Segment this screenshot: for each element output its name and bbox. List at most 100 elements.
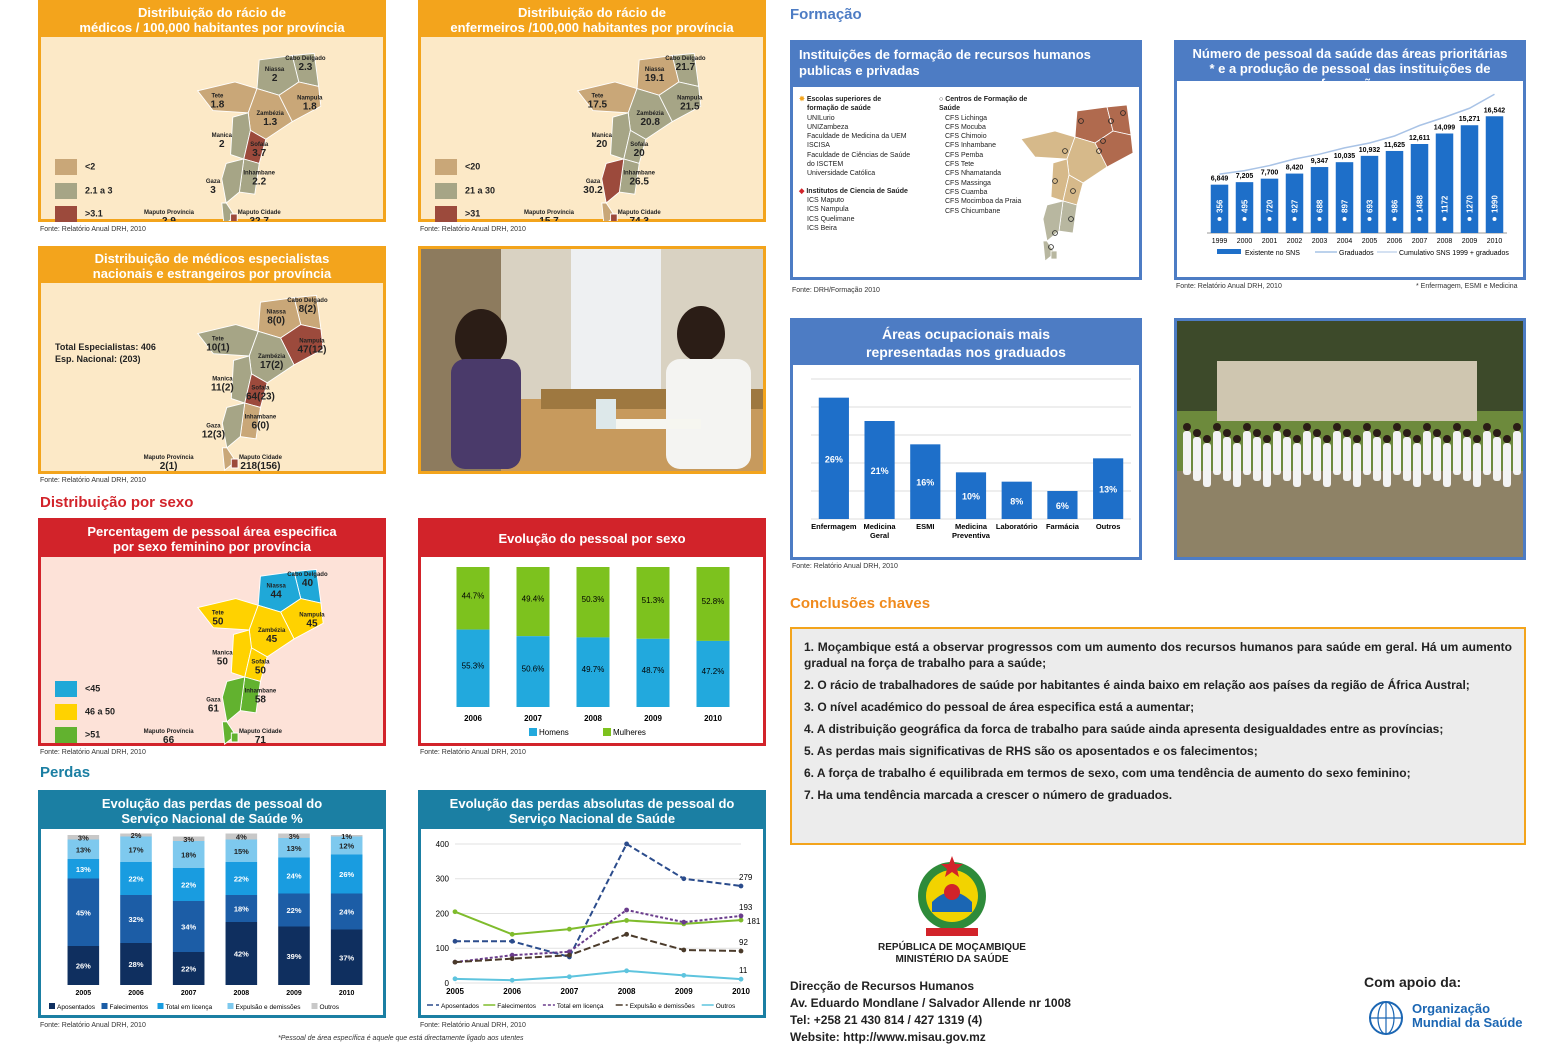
tick-label: 2006 bbox=[1387, 238, 1403, 245]
legend-label: Total em licença bbox=[557, 1003, 604, 1010]
graduates-point bbox=[1392, 217, 1397, 221]
person-head bbox=[1213, 423, 1221, 431]
person-figure bbox=[1213, 431, 1221, 475]
clinic-photo bbox=[418, 246, 766, 474]
data-label: 13% bbox=[76, 865, 91, 874]
data-label: 8% bbox=[1010, 496, 1023, 506]
data-label: 12% bbox=[339, 842, 354, 851]
source-note: Fonte: Relatório Anual DRH, 2010 bbox=[40, 226, 146, 233]
province-value: 3.7 bbox=[252, 148, 266, 159]
person-head bbox=[1423, 423, 1431, 431]
map-especialistas-title: Distribuição de médicos especialistas nac… bbox=[41, 249, 383, 283]
support-label: Com apoio da: bbox=[1364, 974, 1462, 990]
graduates-point bbox=[1492, 217, 1497, 221]
province-name: Gaza bbox=[206, 179, 221, 185]
province-name: Manica bbox=[212, 651, 233, 657]
data-label: 51.3% bbox=[642, 596, 665, 605]
person-head bbox=[1233, 435, 1241, 443]
bar-homens bbox=[696, 640, 730, 707]
data-point bbox=[567, 952, 572, 958]
person-head bbox=[1433, 429, 1441, 437]
person-figure bbox=[1383, 443, 1391, 487]
chart-perdas-absolutas-title: Evolução das perdas absolutas de pessoal… bbox=[421, 793, 763, 829]
legend-label: Outros bbox=[320, 1004, 340, 1011]
tick-label: 2007 bbox=[524, 714, 542, 723]
data-label: 10,035 bbox=[1334, 153, 1356, 160]
graduates-label: 986 bbox=[1391, 199, 1400, 213]
person-head bbox=[1263, 435, 1271, 443]
data-point bbox=[509, 956, 515, 962]
data-point bbox=[452, 909, 458, 915]
data-label: 3% bbox=[78, 833, 89, 842]
bar-mulheres bbox=[576, 567, 610, 638]
province-value: 11(2) bbox=[211, 383, 234, 394]
data-label: 26% bbox=[339, 870, 354, 879]
data-label: 49.4% bbox=[522, 595, 545, 604]
tick-label: 0 bbox=[445, 979, 450, 988]
province-name: Manica bbox=[212, 377, 233, 383]
province-shape bbox=[601, 158, 625, 204]
data-point bbox=[509, 977, 515, 983]
training-centre-marker bbox=[1048, 244, 1054, 250]
data-label: 15,271 bbox=[1459, 116, 1481, 123]
legend-label: Total em licença bbox=[166, 1004, 213, 1011]
data-label: 14,099 bbox=[1434, 125, 1456, 132]
person-head bbox=[1223, 429, 1231, 437]
bar bbox=[1093, 458, 1124, 519]
stack-segment bbox=[225, 833, 258, 840]
data-point bbox=[624, 931, 629, 937]
stack-segment bbox=[120, 833, 152, 837]
province-value: 1.8 bbox=[303, 102, 317, 113]
province-name: Nampula bbox=[297, 96, 323, 102]
map-panel-medicos: Distribuição do rácio de médicos / 100,00… bbox=[38, 0, 386, 227]
province-value: 61 bbox=[208, 704, 220, 715]
data-label: 4% bbox=[236, 833, 247, 842]
map-sexo: Cabo Delgado40Niassa44Nampula45Tete50Zam… bbox=[144, 568, 328, 746]
centro-item: CFS Chicumbane bbox=[945, 207, 1001, 215]
province-name: Niassa bbox=[266, 309, 286, 315]
person-head bbox=[1203, 435, 1211, 443]
person-figure bbox=[1283, 437, 1291, 481]
instituto-item: ICS Quelimane bbox=[807, 215, 855, 223]
panel-instituicoes: Instituições de formação de recursos hum… bbox=[790, 40, 1142, 280]
data-label: 47.2% bbox=[702, 667, 725, 676]
bar bbox=[1360, 155, 1379, 233]
province-value: 44 bbox=[271, 589, 283, 600]
centros-list: ○ Centros de Formação de Saúde CFS Lichi… bbox=[939, 95, 1049, 216]
province-name: Inhambane bbox=[245, 689, 277, 695]
province-name: Manica bbox=[212, 133, 233, 139]
person-head bbox=[1513, 423, 1521, 431]
legend-label: Aposentados bbox=[441, 1003, 480, 1010]
province-name: Maputo Cidade bbox=[238, 210, 282, 216]
person-head bbox=[1503, 435, 1511, 443]
tick-label: Preventiva bbox=[952, 531, 991, 540]
person-head bbox=[1293, 435, 1301, 443]
training-centre-marker bbox=[1052, 178, 1058, 184]
province-name: Maputo Cidade bbox=[618, 210, 662, 216]
section-title-perdas: Perdas bbox=[40, 764, 91, 781]
map-instituicoes bbox=[1020, 104, 1134, 262]
section-title-sexo: Distribuição por sexo bbox=[40, 494, 194, 511]
clinic-photo-illustration bbox=[421, 249, 763, 471]
instituicoes-title: Instituições de formação de recursos hum… bbox=[793, 43, 1139, 87]
person-figure bbox=[1243, 431, 1251, 475]
bar bbox=[1335, 162, 1354, 233]
escola-item: Faculdade de Ciências de Saúde bbox=[807, 151, 911, 159]
data-label: 21% bbox=[871, 466, 889, 476]
series-line bbox=[454, 933, 742, 964]
province-name: Tete bbox=[591, 93, 604, 99]
province-shape bbox=[196, 598, 259, 631]
data-label: 44.7% bbox=[462, 591, 485, 600]
province-value: 2(1) bbox=[160, 461, 178, 472]
province-value: 66 bbox=[163, 735, 175, 746]
stack-segment bbox=[225, 862, 258, 895]
province-name: Niassa bbox=[265, 67, 285, 73]
series-line bbox=[454, 910, 742, 936]
legend-swatch bbox=[529, 728, 537, 736]
source-note: Fonte: Relatório Anual DRH, 2010 bbox=[420, 226, 526, 233]
data-label: 37% bbox=[339, 953, 354, 962]
province-name: Inhambane bbox=[623, 170, 655, 176]
data-label: 6,849 bbox=[1211, 176, 1229, 183]
